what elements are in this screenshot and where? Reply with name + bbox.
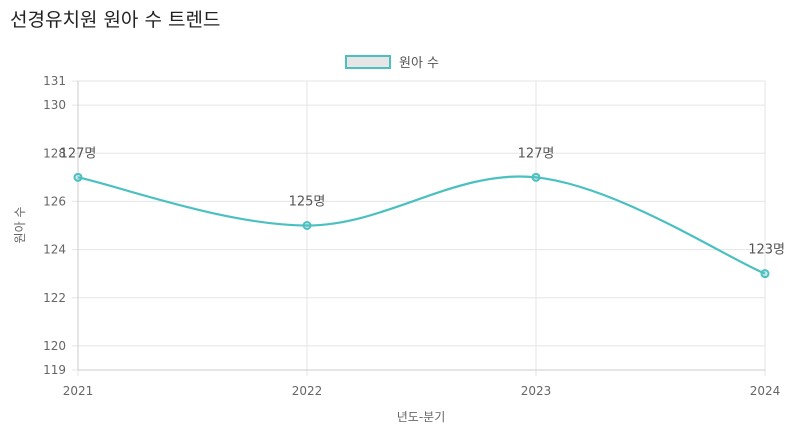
- data-point[interactable]: [302, 221, 312, 230]
- data-label: 125명: [289, 195, 326, 210]
- y-tick-label: 120: [43, 339, 66, 353]
- y-axis-title: 원아 수: [13, 207, 27, 244]
- grid-layer: [72, 80, 766, 376]
- x-tick-label: 2024: [750, 384, 781, 398]
- y-tick-label: 128: [43, 146, 66, 160]
- y-tick-label: 130: [43, 98, 66, 112]
- x-tick-label: 2023: [521, 384, 552, 398]
- legend-swatch: [345, 54, 391, 69]
- data-point[interactable]: [531, 172, 541, 182]
- series-layer: [73, 172, 770, 279]
- data-label: 127명: [518, 146, 555, 161]
- x-axis-title: 년도-분기: [397, 410, 446, 424]
- x-tick-label: 2022: [292, 384, 323, 398]
- y-tick-label: 124: [43, 243, 66, 257]
- legend-label: 원아 수: [399, 56, 440, 71]
- data-point[interactable]: [73, 172, 83, 182]
- y-tick-label: 122: [43, 291, 66, 305]
- label-layer: 127명 125명 127명 123명: [60, 146, 785, 257]
- chart-legend[interactable]: 원아 수: [345, 52, 439, 71]
- data-label: 127명: [60, 146, 97, 161]
- data-label: 123명: [748, 243, 785, 258]
- y-tick-label: 131: [43, 74, 66, 88]
- y-tick-label: 119: [43, 363, 66, 377]
- series-line: [77, 175, 766, 275]
- axis-layer: 119 120 122 124 126 128 130 131 2021 2022 2023 2024: [43, 74, 780, 398]
- y-tick-label: 126: [43, 194, 66, 208]
- x-tick-label: 2021: [63, 384, 94, 398]
- page-title: 선경유치원 원아 수 트렌드: [10, 9, 221, 31]
- data-point[interactable]: [760, 269, 770, 279]
